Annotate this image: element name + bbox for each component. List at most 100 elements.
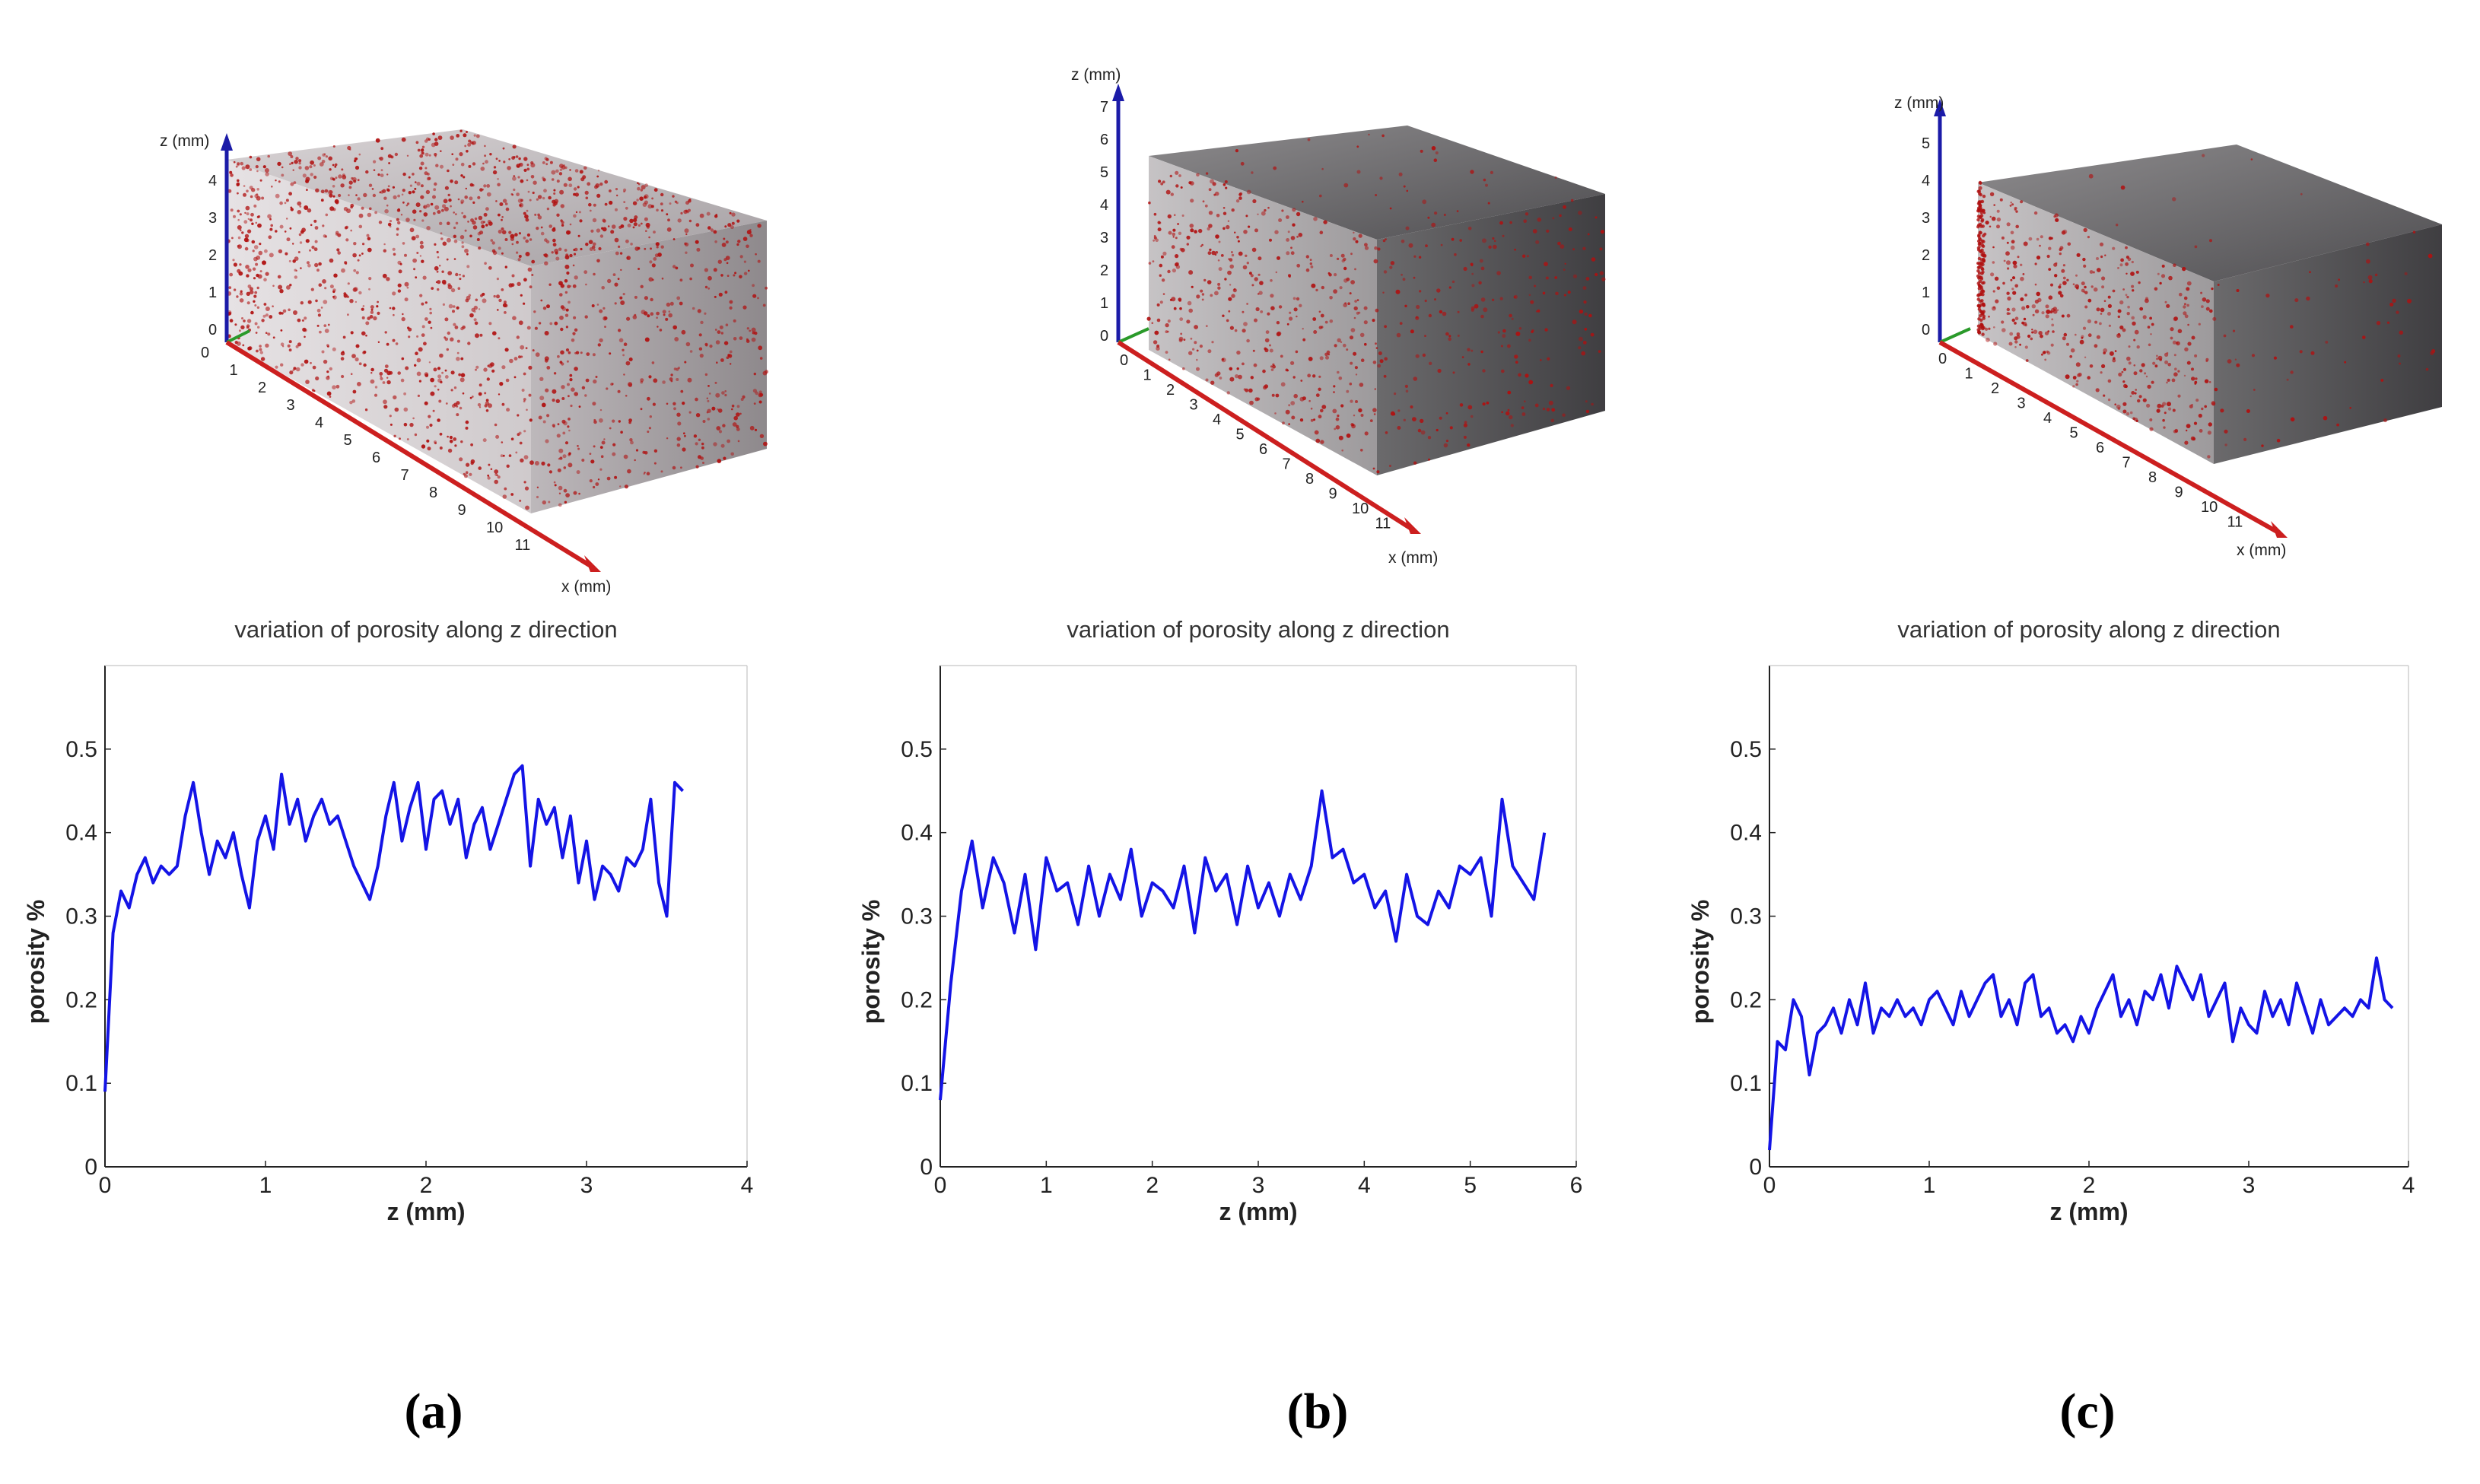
pore-dot xyxy=(1568,227,1572,231)
pore-dot xyxy=(717,259,722,264)
pore-dot xyxy=(405,204,409,207)
pore-dot xyxy=(2089,270,2094,274)
pore-dot xyxy=(584,394,587,397)
pore-dot xyxy=(2166,303,2170,308)
pore-dot xyxy=(382,273,387,278)
pore-dot xyxy=(2032,313,2035,316)
pore-dot xyxy=(305,380,310,384)
pore-dot xyxy=(721,391,725,395)
pore-dot xyxy=(471,141,475,145)
pore-dot xyxy=(368,183,373,187)
pore-dot xyxy=(461,245,465,249)
pore-dot xyxy=(746,327,749,330)
pore-dot xyxy=(1318,310,1321,313)
pore-dot xyxy=(460,174,463,177)
pore-dot xyxy=(1242,310,1245,313)
pore-dot xyxy=(278,311,282,315)
pore-dot xyxy=(332,145,335,148)
pore-dot xyxy=(564,500,568,504)
x-axis-label: x (mm) xyxy=(1388,549,1438,567)
pore-dot xyxy=(518,163,521,166)
pore-dot xyxy=(2052,330,2055,333)
pore-dot xyxy=(1290,246,1292,249)
pore-dot xyxy=(619,485,622,488)
pore-dot xyxy=(453,258,456,260)
pore-dot xyxy=(1347,302,1350,306)
pore-dot xyxy=(329,206,335,211)
pore-dot xyxy=(1525,373,1529,378)
pore-dot xyxy=(439,432,443,436)
pore-dot xyxy=(2125,294,2128,297)
pore-dot xyxy=(1219,377,1223,380)
pore-dot xyxy=(415,351,418,356)
pore-dot xyxy=(1375,308,1379,313)
pore-dot xyxy=(329,193,333,198)
pore-dot xyxy=(2128,345,2131,348)
pore-dot xyxy=(1217,259,1220,262)
pore-dot xyxy=(430,391,435,396)
pore-dot xyxy=(698,347,703,351)
pore-dot xyxy=(517,258,521,262)
pore-dot xyxy=(387,185,390,188)
pore-dot xyxy=(439,446,443,450)
pore-dot xyxy=(644,296,649,300)
pore-dot xyxy=(593,418,596,421)
pore-dot xyxy=(254,291,258,294)
pore-dot xyxy=(564,264,570,269)
pore-dot xyxy=(421,302,424,306)
pore-dot xyxy=(706,397,708,399)
pore-dot xyxy=(552,243,557,247)
pore-dot xyxy=(1257,213,1259,215)
pore-dot xyxy=(347,282,350,285)
pore-dot xyxy=(2087,298,2092,303)
pore-dot xyxy=(1194,230,1197,234)
pore-dot xyxy=(237,225,242,230)
pore-dot xyxy=(532,349,535,352)
pore-dot xyxy=(1431,146,1436,151)
pore-dot xyxy=(539,396,545,401)
pore-dot xyxy=(561,419,566,424)
pore-dot xyxy=(257,223,262,228)
pore-dot xyxy=(704,312,707,315)
pore-dot xyxy=(1585,409,1590,414)
pore-dot xyxy=(259,351,263,354)
pore-dot xyxy=(519,499,522,502)
pore-dot xyxy=(430,377,434,383)
pore-dot xyxy=(1274,230,1279,234)
pore-dot xyxy=(698,438,701,441)
pore-dot xyxy=(2192,437,2196,441)
pore-dot xyxy=(536,486,539,488)
pore-dot xyxy=(2127,305,2130,309)
pore-dot xyxy=(1405,389,1409,393)
pore-dot xyxy=(2007,267,2010,270)
block-side xyxy=(2214,224,2442,464)
pore-dot xyxy=(357,197,361,201)
pore-dot xyxy=(2014,322,2017,325)
pore-dot xyxy=(682,447,686,452)
pore-dot xyxy=(493,166,497,169)
pore-dot xyxy=(612,443,616,446)
pore-dot xyxy=(2081,335,2084,338)
pore-dot xyxy=(437,288,440,291)
pore-dot xyxy=(281,345,285,348)
pore-dot xyxy=(1167,214,1172,219)
pore-dot xyxy=(445,402,448,405)
pore-dot xyxy=(1412,417,1416,421)
pore-dot xyxy=(1507,344,1511,348)
pore-dot xyxy=(2154,287,2158,291)
pore-dot xyxy=(714,295,717,298)
pore-dot xyxy=(233,288,237,291)
pore-dot xyxy=(1350,361,1353,365)
pore-dot xyxy=(407,326,410,329)
pore-dot xyxy=(307,208,312,213)
pore-dot xyxy=(447,448,453,453)
pore-dot xyxy=(563,183,568,187)
pore-dot xyxy=(1521,412,1526,416)
pore-dot xyxy=(415,234,420,239)
pore-dot xyxy=(444,375,449,379)
pore-dot xyxy=(415,202,421,208)
pore-dot xyxy=(565,493,570,497)
pore-dot xyxy=(269,253,274,258)
pore-dot xyxy=(538,415,542,420)
pore-dot xyxy=(1196,173,1200,177)
